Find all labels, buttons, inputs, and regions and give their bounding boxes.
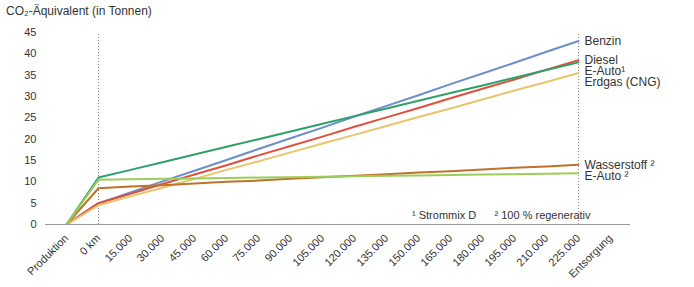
svg-text:20: 20 bbox=[24, 133, 36, 145]
svg-text:60.000: 60.000 bbox=[198, 232, 230, 264]
svg-text:75.000: 75.000 bbox=[230, 232, 262, 264]
svg-text:Produktion: Produktion bbox=[25, 232, 71, 278]
svg-text:35: 35 bbox=[24, 69, 36, 81]
svg-text:Entsorgung: Entsorgung bbox=[566, 232, 614, 280]
svg-text:105.000: 105.000 bbox=[290, 232, 327, 269]
svg-text:0: 0 bbox=[30, 218, 36, 230]
svg-text:E-Auto¹: E-Auto¹ bbox=[584, 64, 626, 79]
svg-text:135.000: 135.000 bbox=[354, 232, 391, 269]
svg-text:10: 10 bbox=[24, 175, 36, 187]
svg-text:15: 15 bbox=[24, 154, 36, 166]
svg-text:¹ Strommix D ² 100 % rege: ¹ Strommix D ² 100 % regenerativ bbox=[412, 209, 591, 221]
svg-text:195.000: 195.000 bbox=[482, 232, 519, 269]
svg-text:Benzin: Benzin bbox=[585, 34, 622, 48]
svg-text:5: 5 bbox=[30, 197, 36, 209]
svg-text:Erdgas (CNG): Erdgas (CNG) bbox=[585, 75, 661, 89]
svg-text:E-Auto ²: E-Auto ² bbox=[585, 169, 629, 183]
svg-text:30.000: 30.000 bbox=[134, 232, 166, 264]
svg-text:15.000: 15.000 bbox=[102, 232, 134, 264]
svg-text:150.000: 150.000 bbox=[386, 232, 423, 269]
svg-text:40: 40 bbox=[24, 47, 36, 59]
svg-text:Wasserstoff ²: Wasserstoff ² bbox=[584, 157, 655, 172]
svg-text:180.000: 180.000 bbox=[450, 232, 487, 269]
svg-text:165.000: 165.000 bbox=[418, 232, 455, 269]
svg-text:120.000: 120.000 bbox=[322, 232, 359, 269]
svg-text:25: 25 bbox=[24, 111, 36, 123]
svg-text:225.000: 225.000 bbox=[545, 231, 583, 269]
svg-text:0 km: 0 km bbox=[77, 232, 102, 257]
html-text:CO₂-Äquivalent (in Tonnen): CO₂-Äquivalent (in Tonnen) bbox=[6, 4, 152, 18]
svg-text:45.000: 45.000 bbox=[166, 232, 198, 264]
svg-text:30: 30 bbox=[24, 90, 36, 102]
svg-text:45: 45 bbox=[24, 26, 36, 38]
svg-text:210.000: 210.000 bbox=[514, 232, 551, 269]
svg-text:90.000: 90.000 bbox=[262, 231, 295, 264]
svg-text:Diesel: Diesel bbox=[584, 53, 618, 68]
